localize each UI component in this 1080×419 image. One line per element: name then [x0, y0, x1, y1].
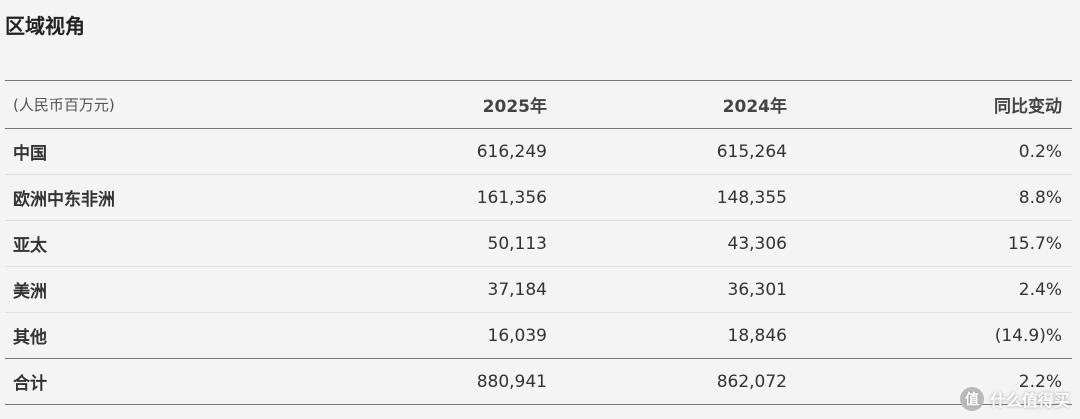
cell: 16,039: [487, 325, 547, 346]
cell: 37,184: [305, 266, 557, 313]
watermark: 值 什么值得买: [959, 387, 1070, 411]
column-header: (人民币百万元): [5, 80, 305, 129]
region-table: (人民币百万元) 2025年 2024年 同比变动 中国 616,249 615,264 0…: [5, 80, 1072, 405]
table-row: 其他 16,039 18,846 (14.9)%: [5, 313, 1072, 359]
row-label: 欧洲中东非洲: [5, 174, 305, 221]
cell: 862,072: [557, 358, 797, 405]
table-body: 中国 616,249 615,264 0.2% 欧洲中东非洲 161,356 148,355…: [5, 128, 1072, 405]
column-header: 2024年: [557, 80, 797, 129]
cell: 43,306: [557, 220, 797, 267]
cell: 36,301: [557, 266, 797, 313]
table-row: 欧洲中东非洲 161,356 148,355 8.8%: [5, 174, 1072, 221]
cell: (14.9)%: [994, 325, 1062, 346]
cell: 15.7%: [797, 220, 1072, 267]
cell: 161,356: [305, 174, 557, 221]
row-label: 中国: [5, 128, 305, 175]
table-row: 美洲 37,184 36,301 2.4%: [5, 266, 1072, 313]
cell: 18,846: [727, 325, 787, 346]
column-header: 2025年: [305, 80, 557, 129]
row-label: 亚太: [5, 220, 305, 267]
total-row: 合计 880,941 862,072 2.2%: [5, 358, 1072, 405]
row-label: 其他: [13, 328, 47, 348]
cell: 880,941: [305, 358, 557, 405]
watermark-text: 什么值得买: [989, 391, 1070, 410]
cell: 50,113: [305, 220, 557, 267]
cell: 148,355: [557, 174, 797, 221]
page-title: 区域视角: [5, 14, 85, 38]
cell: 2.2%: [797, 358, 1072, 405]
cell: 2.4%: [797, 266, 1072, 313]
row-label: 美洲: [5, 266, 305, 313]
header-row: (人民币百万元) 2025年 2024年 同比变动: [5, 80, 1072, 129]
watermark-icon: 值: [959, 387, 984, 411]
table-row: 中国 616,249 615,264 0.2%: [5, 128, 1072, 175]
row-label: 合计: [5, 358, 305, 405]
column-header: 同比变动: [797, 80, 1072, 129]
cell: 0.2%: [797, 128, 1072, 175]
cell: 616,249: [305, 128, 557, 175]
cell: 615,264: [557, 128, 797, 175]
cell: 8.8%: [797, 174, 1072, 221]
table-row: 亚太 50,113 43,306 15.7%: [5, 220, 1072, 267]
